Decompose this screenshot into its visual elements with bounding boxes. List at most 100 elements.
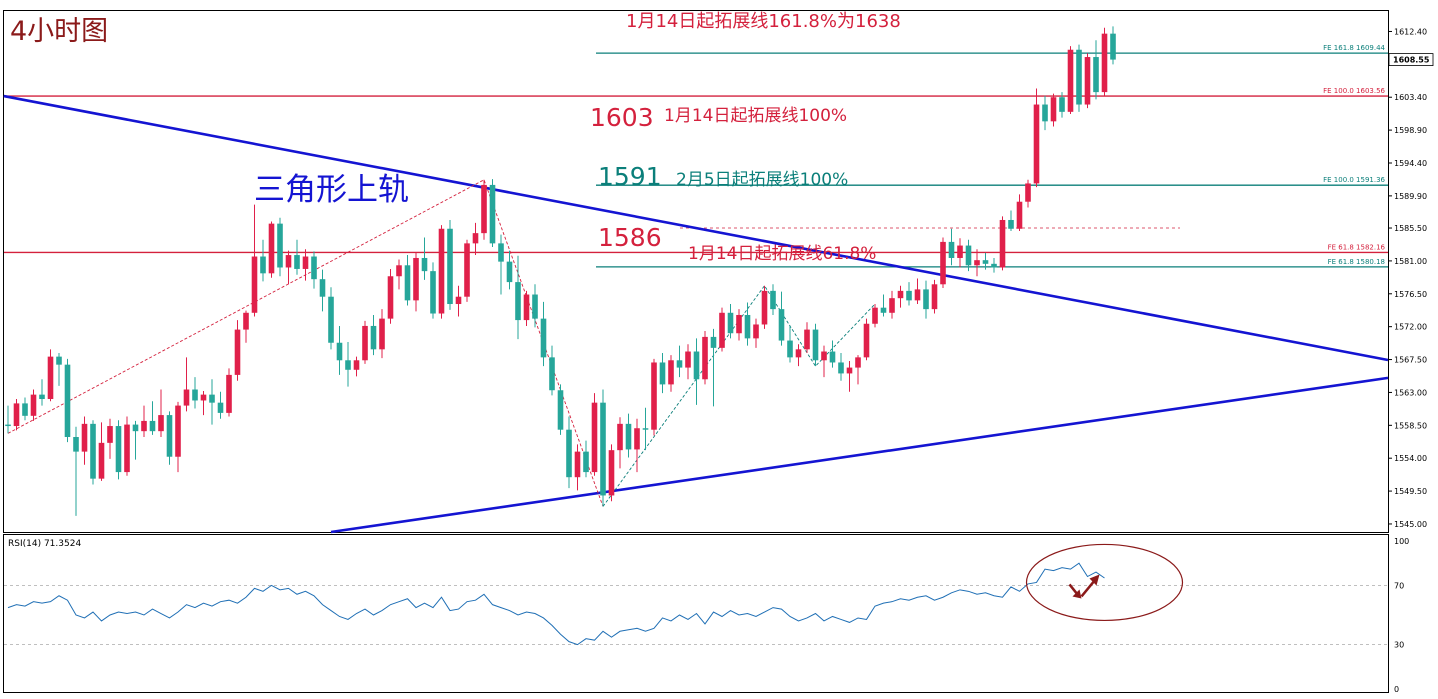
candle-body-112 [957, 245, 963, 258]
annotation-1603-text: 1月14日起拓展线100% [664, 106, 847, 126]
candle-body-57 [489, 184, 496, 244]
rsi-level-lines [4, 585, 1388, 645]
candle-body-95 [812, 329, 819, 361]
candle-body-47 [404, 265, 411, 301]
candle-body-4 [39, 394, 45, 400]
annotation-1586-number: 1586 [598, 223, 662, 252]
candle-body-8 [73, 437, 79, 452]
candle-body-86 [736, 314, 742, 334]
candle-body-105 [897, 290, 904, 299]
candle-body-11 [98, 442, 105, 479]
fe-label-1: FE 100.0 1603.56 [1323, 87, 1385, 95]
candle-body-115 [982, 260, 989, 264]
current-price-marker: 1608.55 [1388, 53, 1434, 66]
candle-body-79 [676, 360, 683, 368]
candle-body-39 [336, 342, 343, 361]
candle-body-45 [387, 276, 394, 319]
price-axis-ticks: 1612.40 1603.40 1598.90 1594.40 1589.90 1585.… [1388, 27, 1427, 529]
candle-body-124 [1059, 97, 1065, 112]
candle-body-1 [13, 403, 20, 427]
candle-body-69 [591, 402, 598, 473]
candle-body-109 [931, 284, 938, 310]
candle-body-51 [438, 228, 445, 314]
candle-body-13 [115, 426, 122, 473]
candle-body-23 [200, 394, 207, 401]
candle-body-52 [447, 228, 453, 305]
rsi-tick-label-1: 70 [1394, 581, 1404, 590]
candle-body-63 [540, 318, 547, 358]
candle-body-68 [583, 451, 589, 473]
candle-body-9 [81, 423, 88, 452]
arrow-up-head [1089, 574, 1100, 586]
candle-body-65 [557, 390, 564, 430]
timeframe-label: 4小时图 [10, 16, 108, 47]
price-panel-frame [3, 10, 1389, 533]
upper-trendline [3, 94, 1389, 362]
price-tick-label-2: 1598.90 [1394, 126, 1427, 135]
candle-body-29 [251, 256, 258, 313]
price-tick-label-13: 1549.50 [1394, 487, 1427, 496]
price-tick-label-7: 1576.50 [1394, 290, 1427, 299]
candle-body-73 [625, 423, 632, 450]
candle-body-56 [481, 184, 487, 234]
rsi-line [7, 562, 1105, 646]
annotation-1591-text: 2月5日起拓展线100% [676, 170, 848, 190]
price-tick-label-5: 1585.50 [1394, 224, 1427, 233]
candle-body-53 [455, 296, 462, 305]
candle-body-71 [608, 450, 615, 496]
candle-body-119 [1016, 201, 1023, 229]
candle-body-78 [668, 360, 674, 385]
candle-body-44 [379, 318, 385, 350]
price-tick-label-12: 1554.00 [1394, 454, 1427, 463]
candle-body-93 [795, 349, 802, 358]
candle-body-42 [362, 325, 368, 361]
candle-body-14 [124, 424, 130, 473]
candle-body-5 [47, 356, 54, 400]
candle-body-123 [1050, 97, 1057, 122]
candle-body-96 [821, 351, 827, 361]
candle-body-89 [761, 290, 768, 325]
candle-body-16 [141, 420, 147, 432]
price-tick-label-14: 1545.00 [1394, 520, 1427, 529]
annotation-fe-1638: 1月14日起拓展线161.8%为1638 [626, 11, 901, 32]
candle-body-110 [940, 241, 946, 285]
candle-body-25 [217, 402, 224, 413]
candle-body-76 [651, 362, 657, 430]
candle-body-30 [260, 256, 266, 274]
candle-body-107 [914, 289, 921, 301]
candle-body-41 [353, 360, 360, 370]
candle-body-128 [1093, 57, 1099, 93]
candle-body-28 [243, 312, 249, 330]
candle-body-22 [192, 389, 198, 401]
candle-body-49 [421, 257, 428, 272]
price-tick-label-0: 1612.40 [1394, 27, 1427, 36]
candle-body-102 [872, 307, 878, 324]
candle-body-72 [617, 423, 623, 451]
candle-body-33 [285, 255, 292, 268]
candle-body-60 [515, 282, 521, 321]
candle-body-58 [498, 243, 504, 262]
candle-body-24 [209, 394, 215, 403]
candle-body-92 [787, 340, 793, 358]
candle-body-59 [506, 261, 513, 283]
current-price-label: 1608.55 [1393, 56, 1430, 65]
arrow-up-shaft [1080, 578, 1097, 598]
fe-label-0: FE 161.8 1609.44 [1323, 44, 1385, 52]
candle-body-100 [855, 357, 861, 368]
candle-body-15 [132, 424, 139, 432]
candle-body-75 [642, 428, 649, 430]
candle-body-74 [634, 428, 640, 450]
candle-body-55 [472, 233, 479, 244]
candle-body-12 [107, 426, 113, 443]
candle-body-2 [22, 403, 28, 416]
candle-body-70 [600, 402, 606, 496]
candle-body-7 [64, 364, 71, 438]
candle-body-122 [1042, 104, 1048, 122]
candle-body-64 [549, 357, 555, 391]
rsi-circle-annotation [1025, 543, 1184, 622]
fe-label-2: FE 100.0 1591.36 [1323, 176, 1385, 184]
rsi-ellipse [1025, 543, 1184, 622]
candle-body-116 [991, 263, 997, 268]
candle-body-38 [328, 296, 334, 343]
